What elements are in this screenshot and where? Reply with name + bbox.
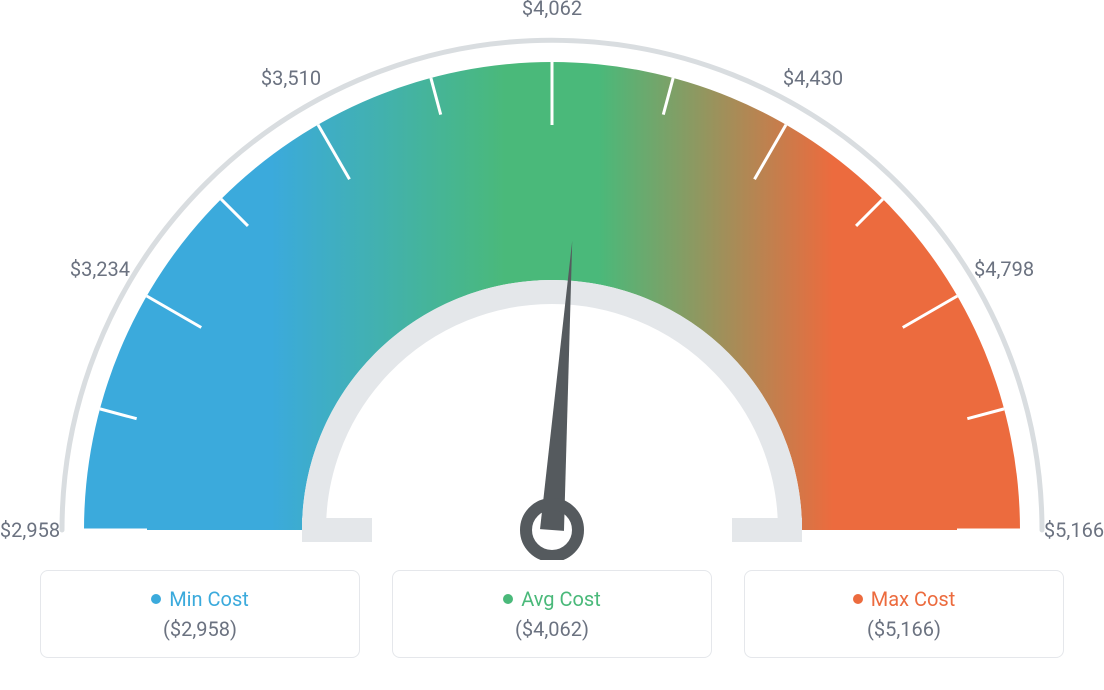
avg-cost-title: Avg Cost (503, 587, 601, 611)
gauge-tick-label: $4,430 (783, 66, 843, 90)
gauge-tick-label: $3,510 (261, 66, 321, 90)
min-cost-card: Min Cost ($2,958) (40, 570, 360, 658)
max-cost-value: ($5,166) (765, 617, 1043, 641)
min-dot-icon (151, 594, 161, 604)
avg-cost-card: Avg Cost ($4,062) (392, 570, 712, 658)
min-cost-label: Min Cost (169, 587, 249, 611)
gauge-tick-label: $4,798 (974, 257, 1034, 281)
avg-dot-icon (503, 594, 513, 604)
summary-row: Min Cost ($2,958) Avg Cost ($4,062) Max … (0, 570, 1104, 658)
max-cost-label: Max Cost (871, 587, 956, 611)
gauge-tick-label: $3,234 (70, 257, 130, 281)
max-cost-title: Max Cost (853, 587, 956, 611)
min-cost-value: ($2,958) (61, 617, 339, 641)
max-dot-icon (853, 594, 863, 604)
cost-gauge: $2,958 $3,234 $3,510 $4,062 $4,430 $4,798 $5,1… (0, 0, 1104, 560)
max-cost-card: Max Cost ($5,166) (744, 570, 1064, 658)
avg-cost-value: ($4,062) (413, 617, 691, 641)
gauge-tick-label: $5,166 (1044, 518, 1104, 542)
gauge-tick-label: $4,062 (522, 0, 582, 20)
gauge-tick-label: $2,958 (0, 518, 60, 542)
gauge-svg (0, 0, 1104, 560)
avg-cost-label: Avg Cost (521, 587, 601, 611)
min-cost-title: Min Cost (151, 587, 249, 611)
